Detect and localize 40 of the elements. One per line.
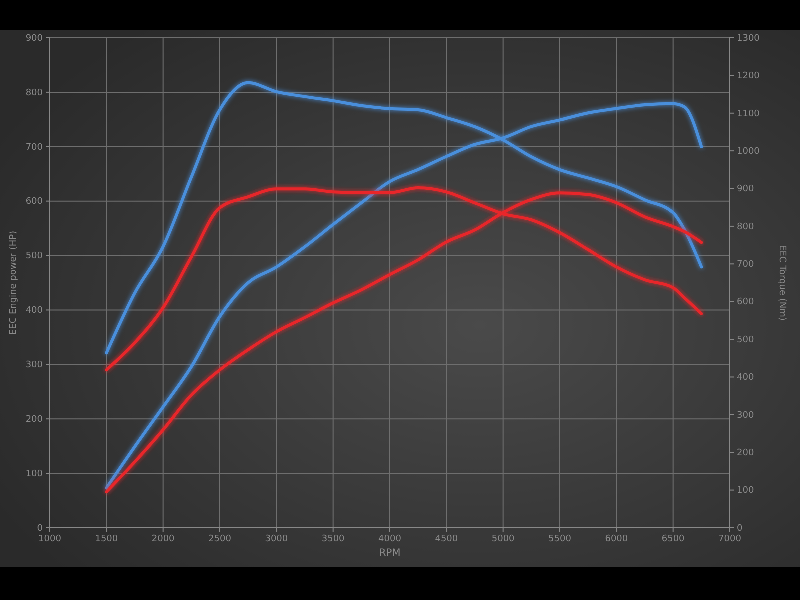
y-tick-label: 600 [26, 197, 44, 208]
x-tick-label: 1000 [38, 534, 62, 544]
y-tick-label: 0 [37, 524, 44, 534]
x-tick-label: 6000 [605, 534, 628, 544]
y2-tick-label: 800 [737, 222, 754, 232]
y2-tick-label: 500 [737, 335, 754, 346]
x-tick-label: 3000 [265, 534, 288, 544]
y2-tick-label: 1000 [737, 146, 760, 157]
y-tick-label: 100 [26, 469, 44, 480]
y-tick-label: 900 [26, 34, 44, 44]
y2-tick-label: 400 [737, 373, 754, 384]
x-tick-label: 5000 [492, 534, 516, 544]
x-tick-label: 6500 [662, 534, 686, 544]
y2-tick-label: 0 [737, 524, 743, 534]
x-tick-label: 2500 [208, 534, 232, 544]
x-tick-label: 1500 [95, 534, 118, 544]
x-tick-label: 4000 [378, 534, 402, 544]
y2-axis-title: EEC Torque (Nm) [777, 245, 787, 321]
x-axis-title: RPM [379, 548, 401, 559]
y2-tick-label: 1300 [737, 34, 760, 44]
y-tick-label: 400 [26, 306, 44, 316]
y-axis-title: EEC Engine power (HP) [9, 230, 19, 336]
y2-tick-label: 600 [737, 298, 754, 308]
y-tick-label: 500 [26, 252, 44, 262]
y2-tick-label: 1200 [737, 72, 760, 82]
y2-tick-label: 100 [737, 486, 754, 496]
y2-tick-label: 300 [737, 410, 754, 421]
x-tick-label: 4500 [435, 534, 458, 544]
x-tick-label: 5500 [548, 534, 572, 544]
y2-tick-label: 200 [737, 448, 754, 458]
x-tick-label: 3500 [322, 534, 346, 544]
y-tick-label: 300 [26, 360, 44, 371]
x-tick-label: 2000 [152, 534, 176, 544]
x-tick-label: 7000 [718, 534, 742, 544]
y-tick-label: 200 [26, 414, 44, 425]
y2-tick-label: 900 [737, 184, 754, 195]
y-tick-label: 700 [26, 142, 44, 153]
y2-tick-label: 700 [737, 260, 754, 270]
y2-tick-label: 1100 [737, 109, 760, 120]
y-tick-label: 800 [26, 88, 44, 98]
